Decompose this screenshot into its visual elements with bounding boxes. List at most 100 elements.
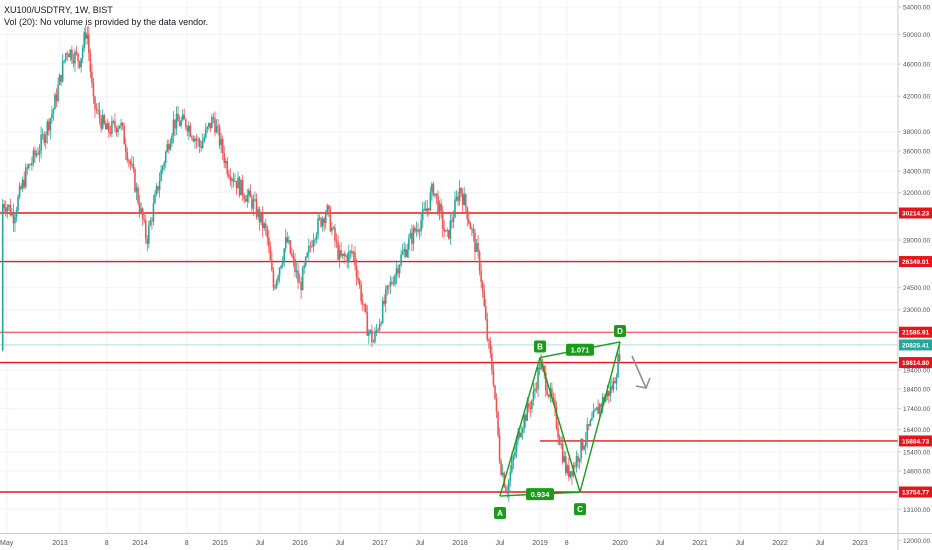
candle-body [144, 220, 147, 239]
candle-body [286, 237, 289, 243]
candle-body [18, 186, 21, 197]
candle-body [178, 121, 181, 126]
pattern-point-label: B [537, 343, 543, 352]
candle-body [169, 143, 172, 150]
candle-body [504, 486, 507, 493]
candle-body [426, 208, 429, 212]
candle-body [221, 138, 224, 154]
candle-body [234, 181, 236, 182]
candle-body [141, 208, 144, 220]
pattern-leg-cd[interactable] [579, 341, 621, 493]
pattern-point-marker[interactable] [614, 324, 626, 337]
candle-body [475, 243, 478, 253]
candle-body [172, 119, 175, 136]
candle-body [72, 60, 75, 64]
candle-body [561, 443, 564, 462]
candle-body [431, 183, 433, 193]
candle-body [29, 164, 32, 166]
candle-body [208, 122, 210, 127]
candle-body [32, 150, 35, 163]
candle-body [449, 220, 452, 239]
candle-body [440, 203, 442, 211]
pattern-leg-bc[interactable] [539, 357, 581, 493]
candle-body [563, 456, 566, 462]
candle-body [300, 282, 302, 291]
candle-body [92, 83, 95, 97]
candle-body [68, 54, 70, 58]
candle-body [275, 280, 278, 288]
candle-body [58, 75, 61, 85]
candle-body [489, 340, 492, 354]
candle-body [258, 209, 261, 223]
candle-body [292, 256, 295, 259]
candle-body [415, 229, 418, 232]
price-axis[interactable]: 54000.00 50000.00 46000.00 42000.00 38000.00… [897, 0, 932, 550]
candle-body [517, 432, 519, 441]
candle-body [35, 153, 38, 156]
time-tick-label: 2019 [532, 540, 548, 547]
candle-body [444, 230, 447, 232]
candle-body [34, 150, 36, 156]
candle-body [598, 404, 601, 414]
candle-body [180, 120, 182, 126]
candle-body [315, 234, 318, 240]
candle-body [108, 123, 110, 133]
candle-body [306, 252, 309, 257]
candle-body [312, 240, 315, 247]
time-tick-label: 2017 [372, 540, 388, 547]
time-tick-label: Jul [656, 540, 665, 547]
price-tick-label: 16400.00 [903, 427, 930, 434]
ratio-ac-label: 0.934 [531, 490, 551, 499]
candle-body [311, 246, 313, 247]
candle-body [166, 144, 169, 152]
candle-body [140, 208, 142, 213]
time-axis[interactable]: May 2013 8 2014 8 2015 Jul 2016 Jul 2017 Jul 2018 Ju… [0, 533, 932, 548]
candle-body [84, 32, 87, 39]
candle-body [432, 183, 435, 196]
candle-body [61, 61, 64, 82]
candle-body [395, 268, 398, 276]
candle-body [492, 370, 495, 386]
candle-body [380, 322, 382, 325]
candle-body [438, 203, 441, 214]
candle-body [248, 190, 250, 196]
candle-body [557, 428, 559, 438]
price-tick-label: 19400.00 [903, 368, 930, 375]
candle-body [421, 209, 424, 221]
time-tick-label: May [0, 540, 14, 547]
candle-body [24, 167, 27, 187]
candle-body [148, 225, 150, 244]
candle-body [614, 381, 616, 384]
candle-body [60, 75, 62, 82]
pattern-point-marker[interactable] [534, 340, 546, 353]
candle-body [501, 472, 504, 475]
candle-body [357, 277, 359, 281]
candle-body [272, 270, 275, 288]
candle-body [298, 282, 301, 284]
candle-body [43, 134, 46, 143]
candle-body [177, 113, 179, 122]
candle-body [186, 127, 189, 132]
pattern-point-marker[interactable] [574, 503, 586, 516]
candle-body [518, 432, 521, 438]
candle-body [209, 122, 212, 129]
candle-body [228, 174, 230, 177]
candle-body [586, 424, 589, 441]
candle-body [215, 125, 218, 133]
time-tick-label: Jul [336, 540, 345, 547]
candle-body [74, 51, 76, 64]
pattern-point-marker[interactable] [494, 507, 506, 520]
projection-arrow-shaft[interactable] [631, 355, 647, 389]
candle-body [532, 391, 535, 401]
candle-body [618, 354, 621, 362]
pattern-leg-ab[interactable] [499, 357, 541, 497]
candle-body [266, 228, 269, 238]
candle-body [91, 71, 93, 84]
candle-body [268, 237, 270, 247]
price-level-label: 26349.01 [902, 259, 929, 266]
candle-body [400, 254, 402, 266]
candle-body [135, 187, 138, 192]
candle-body [246, 195, 249, 202]
time-tick-label: 8 [105, 540, 109, 547]
